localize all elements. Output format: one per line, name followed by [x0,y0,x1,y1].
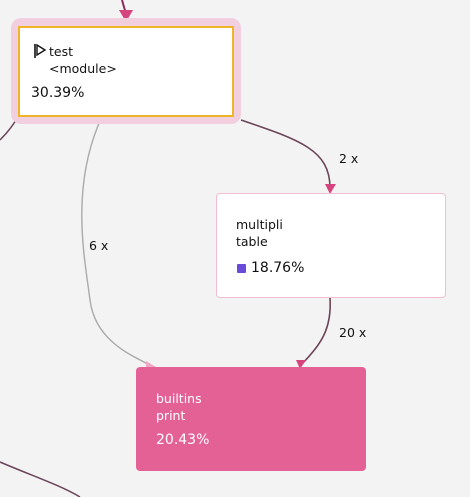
node-builtins-line2: print [156,408,186,423]
node-test-line2: <module> [49,61,117,76]
node-multipli-line2: table [236,234,268,249]
edge-test-multipli [240,119,331,189]
node-builtins-line1: builtins [156,391,202,406]
bottom-edge [0,461,81,497]
arrowhead-multipli [325,184,336,194]
node-multipli-percent: 18.76% [251,260,305,276]
node-multipli-table[interactable]: multipli table 18.76% [216,193,446,298]
node-test-module[interactable]: test <module> 30.39% [18,26,234,117]
edge-test-builtins [81,120,153,367]
left-edge [0,119,17,141]
flag-icon [34,43,47,58]
node-builtins-print[interactable]: builtins print 20.43% [136,367,366,471]
edge-label-multipli-builtins: 20 x [339,325,367,340]
arrowhead-builtins-right [296,360,306,369]
edge-label-test-builtins: 6 x [89,238,109,253]
node-multipli-line1: multipli [236,217,283,232]
edge-label-test-multipli: 2 x [339,151,359,166]
node-test-percent: 30.39% [31,85,85,101]
color-swatch [237,264,246,273]
node-test-line1: test [49,44,74,59]
incoming-arrowhead [119,10,133,22]
edge-multipli-builtins [301,297,331,365]
node-builtins-percent: 20.43% [156,432,210,448]
